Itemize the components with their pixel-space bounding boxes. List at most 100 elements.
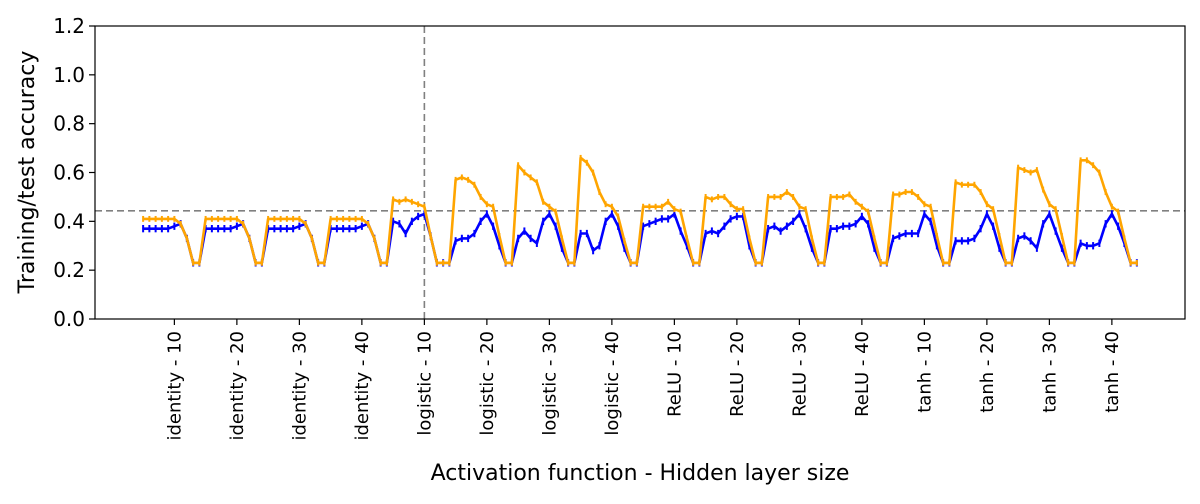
data-point (679, 210, 682, 213)
data-point (1123, 237, 1126, 240)
data-point (1004, 262, 1007, 264)
data-point (479, 220, 482, 223)
data-point (673, 208, 676, 210)
data-point (667, 218, 669, 220)
data-point (148, 227, 151, 230)
data-point (742, 208, 744, 210)
data-point (936, 235, 938, 237)
data-point (523, 230, 526, 232)
data-point (504, 262, 507, 264)
data-point (523, 171, 526, 174)
data-point (767, 196, 769, 198)
data-point (179, 222, 182, 225)
data-point (467, 237, 469, 240)
data-point (629, 262, 632, 264)
data-point (529, 176, 532, 179)
x-tick-label: logistic - 30 (539, 331, 560, 436)
data-point (786, 191, 788, 193)
data-point (148, 218, 151, 220)
reference-lines (95, 26, 1185, 319)
data-point (548, 205, 551, 208)
data-point (1029, 171, 1032, 174)
data-point (367, 222, 369, 225)
data-point (586, 232, 588, 235)
data-point (817, 262, 819, 264)
plot-frame (94, 25, 1186, 320)
x-tick-label: identity - 20 (227, 331, 248, 441)
data-point (267, 218, 269, 220)
data-point (923, 213, 926, 215)
data-point (1048, 213, 1051, 215)
x-tick-label: ReLU - 20 (727, 331, 748, 417)
data-point (1036, 169, 1038, 171)
data-point (1061, 235, 1063, 237)
data-point (967, 183, 969, 186)
data-point (1073, 262, 1076, 264)
data-point (711, 230, 713, 232)
data-point (298, 218, 301, 220)
data-point (648, 222, 651, 225)
data-point (1136, 262, 1138, 264)
data-point (167, 227, 169, 230)
data-point (617, 215, 619, 218)
data-point (142, 227, 144, 230)
x-tick-label: identity - 10 (164, 331, 185, 441)
data-point (979, 227, 982, 230)
data-point (642, 225, 644, 228)
data-point (411, 201, 413, 203)
data-point (986, 213, 988, 215)
data-point (517, 237, 519, 240)
data-point (229, 227, 232, 230)
data-point (273, 218, 276, 220)
data-point (804, 227, 807, 230)
data-point (873, 247, 876, 249)
data-point (636, 262, 638, 264)
data-point (348, 227, 351, 230)
data-point (348, 218, 351, 220)
data-point (1023, 235, 1026, 237)
data-point (454, 240, 457, 242)
data-point (473, 232, 476, 235)
data-point (804, 208, 807, 210)
data-point (661, 205, 663, 208)
data-point (292, 218, 294, 220)
data-point (292, 227, 294, 230)
data-point (748, 244, 751, 247)
data-point (711, 198, 713, 201)
data-point (686, 237, 688, 240)
data-point (829, 227, 832, 230)
x-tick-label: identity - 30 (289, 331, 310, 441)
x-tick-label: logistic - 10 (414, 331, 435, 436)
data-point (329, 218, 332, 220)
data-point (604, 220, 607, 223)
x-tick-label: tanh - 20 (977, 331, 998, 413)
data-point (1067, 262, 1069, 264)
data-point (1104, 191, 1107, 193)
x-tick-label: tanh - 40 (1102, 331, 1123, 413)
data-point (698, 262, 701, 264)
data-point (436, 262, 438, 264)
data-point (498, 235, 501, 237)
data-point (936, 244, 938, 247)
data-point (842, 196, 844, 198)
data-point (1117, 210, 1119, 213)
data-point (1042, 222, 1044, 225)
data-point (398, 222, 401, 225)
data-point (679, 230, 682, 232)
data-point (992, 208, 994, 210)
data-point (298, 225, 301, 228)
data-point (898, 235, 901, 237)
data-point (623, 247, 626, 249)
data-point (911, 191, 913, 193)
data-point (848, 225, 851, 228)
data-point (1092, 244, 1094, 247)
data-point (1029, 240, 1032, 242)
y-tick-label: 0.2 (53, 258, 85, 282)
data-point (623, 240, 626, 242)
data-point (823, 262, 826, 264)
data-point (279, 227, 282, 230)
data-point (286, 218, 288, 220)
data-point (879, 262, 882, 264)
data-point (929, 205, 932, 208)
data-point (911, 232, 913, 235)
